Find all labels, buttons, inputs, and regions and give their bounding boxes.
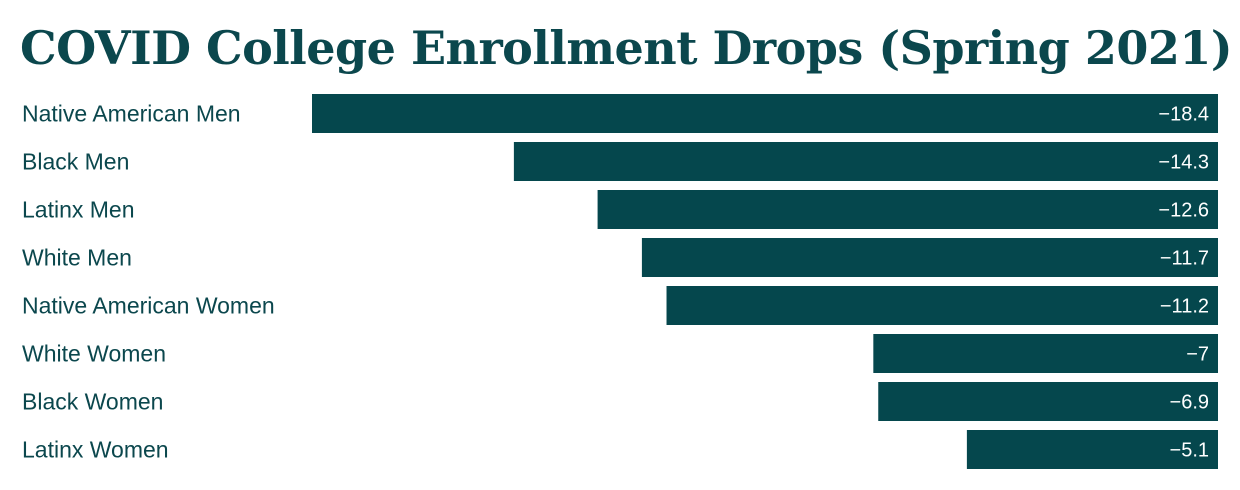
chart-title: COVID College Enrollment Drops (Spring 2… xyxy=(20,21,1233,75)
value-label-black-men: −14.3 xyxy=(1158,152,1209,174)
value-labels: −18.4 −14.3 −12.6 −11.7 −11.2 −7 −6.9 −5.1 xyxy=(1158,104,1209,462)
bars xyxy=(312,94,1218,469)
category-label-latinx-men: Latinx Men xyxy=(22,197,135,223)
bar-native-american-women xyxy=(666,286,1218,325)
category-label-white-women: White Women xyxy=(22,341,166,367)
value-label-black-women: −6.9 xyxy=(1170,392,1209,414)
value-label-white-men: −11.7 xyxy=(1160,248,1209,270)
bar-white-men xyxy=(641,238,1218,277)
value-label-latinx-men: −12.6 xyxy=(1158,200,1209,222)
category-label-black-men: Black Men xyxy=(22,149,129,175)
bar-black-men xyxy=(513,142,1218,181)
category-label-black-women: Black Women xyxy=(22,389,163,415)
value-label-native-american-men: −18.4 xyxy=(1158,104,1209,126)
bar-latinx-men xyxy=(597,190,1218,229)
value-label-white-women: −7 xyxy=(1186,344,1209,366)
category-label-white-men: White Men xyxy=(22,245,132,271)
category-labels: Native American Men Black Men Latinx Men Wh… xyxy=(22,101,275,463)
bar-latinx-women xyxy=(966,430,1218,469)
category-label-native-american-women: Native American Women xyxy=(22,293,275,319)
value-label-latinx-women: −5.1 xyxy=(1170,440,1209,462)
bar-native-american-men xyxy=(312,94,1218,133)
category-label-latinx-women: Latinx Women xyxy=(22,437,169,463)
value-label-native-american-women: −11.2 xyxy=(1160,296,1209,318)
bar-white-women xyxy=(873,334,1218,373)
bar-black-women xyxy=(878,382,1218,421)
category-label-native-american-men: Native American Men xyxy=(22,101,241,127)
